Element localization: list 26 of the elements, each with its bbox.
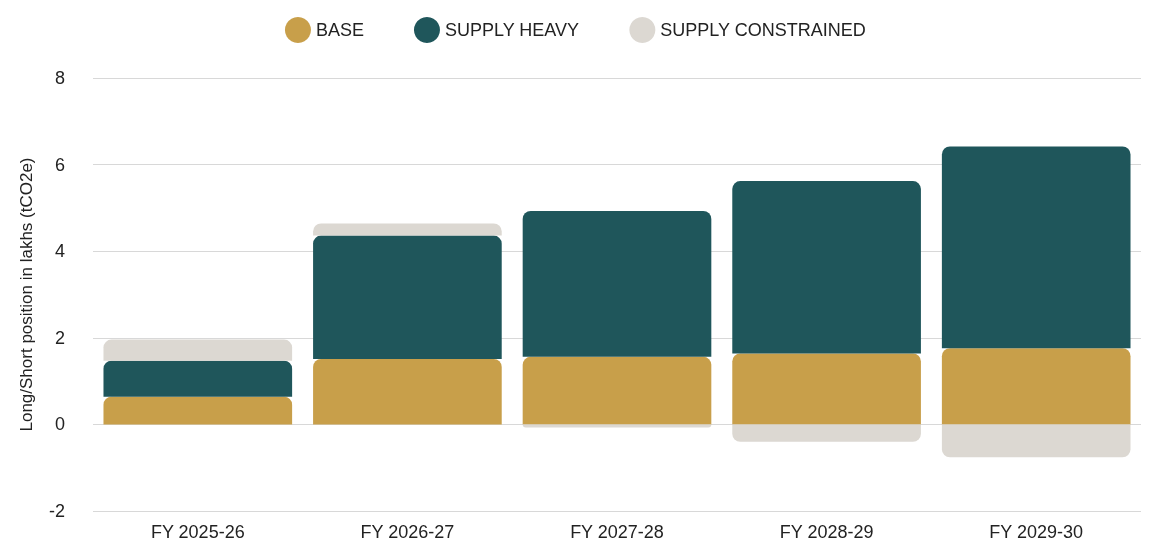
bar bbox=[522, 210, 712, 357]
y-tick-label: -2 bbox=[48, 501, 65, 521]
x-tick-label: FY 2025-26 bbox=[150, 522, 245, 542]
legend-label: BASE bbox=[315, 20, 364, 40]
y-tick-label: 2 bbox=[54, 327, 65, 348]
x-tick-label: FY 2026-27 bbox=[360, 522, 455, 542]
bar bbox=[941, 146, 1131, 349]
y-tick-label: 0 bbox=[54, 414, 65, 435]
bar bbox=[103, 360, 293, 397]
x-tick-label: FY 2029-30 bbox=[989, 522, 1084, 542]
bar bbox=[313, 223, 502, 236]
legend-label: SUPPLY CONSTRAINED bbox=[660, 20, 866, 40]
bar bbox=[313, 235, 502, 360]
x-tick-label: FY 2027-28 bbox=[570, 522, 664, 542]
bar bbox=[313, 359, 502, 425]
legend-label: SUPPLY HEAVY bbox=[444, 20, 580, 40]
y-tick-label: 8 bbox=[54, 68, 65, 88]
bar bbox=[732, 181, 921, 354]
bar bbox=[941, 348, 1131, 425]
y-axis-title: Long/Short position in lakhs (tCO2e) bbox=[17, 157, 36, 432]
bar bbox=[103, 396, 293, 425]
y-tick-label: 6 bbox=[54, 154, 65, 175]
bar bbox=[522, 356, 712, 425]
y-tick-label: 4 bbox=[54, 241, 65, 262]
bar bbox=[732, 353, 921, 425]
x-tick-label: FY 2028-29 bbox=[779, 522, 874, 542]
